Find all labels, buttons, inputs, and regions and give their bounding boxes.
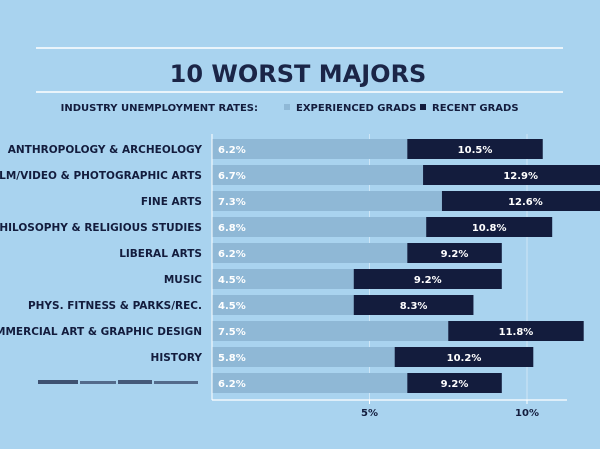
data-label-experienced-5: 4.5% (218, 275, 246, 286)
data-label-recent-6: 8.3% (400, 301, 428, 312)
data-label-recent-2: 12.6% (508, 197, 543, 208)
bars: 6.2% 10.5% 6.7% 12.9% 7.3% 12.6% 6.8% 10.8% 6.2%… (212, 139, 600, 393)
category-label-2: FINE ARTS (141, 196, 202, 208)
category-label-7: COMMERCIAL ART & GRAPHIC DESIGN (0, 326, 202, 338)
x-tick-label-1: 10% (515, 408, 539, 419)
data-label-recent-8: 10.2% (447, 353, 482, 364)
category-label-5: MUSIC (164, 274, 202, 286)
data-label-recent-0: 10.5% (458, 145, 493, 156)
data-label-recent-3: 10.8% (472, 223, 507, 234)
bar-experienced-7 (212, 321, 449, 341)
bar-recent-6 (353, 295, 474, 315)
data-label-experienced-3: 6.8% (218, 223, 246, 234)
data-label-experienced-1: 6.7% (218, 171, 246, 182)
data-label-experienced-2: 7.3% (218, 197, 246, 208)
data-label-experienced-0: 6.2% (218, 145, 246, 156)
data-label-experienced-9: 6.2% (218, 379, 246, 390)
bar-recent-7 (448, 321, 584, 341)
legend-title: INDUSTRY UNEMPLOYMENT RATES: (61, 103, 258, 114)
category-label-3: PHILOSOPHY & RELIGIOUS STUDIES (0, 222, 202, 234)
obscured-category-label (38, 380, 198, 384)
category-label-1: FILM/VIDEO & PHOTOGRAPHIC ARTS (0, 170, 202, 182)
bar-experienced-9 (212, 373, 408, 393)
category-label-0: ANTHROPOLOGY & ARCHEOLOGY (8, 144, 203, 156)
data-label-recent-7: 11.8% (499, 327, 534, 338)
data-label-recent-9: 9.2% (441, 379, 469, 390)
category-label-6: PHYS. FITNESS & PARKS/REC. (28, 300, 202, 312)
bar-recent-8 (394, 347, 534, 367)
category-label-8: HISTORY (151, 352, 203, 364)
bar-recent-2 (441, 191, 600, 211)
bar-recent-4 (407, 243, 502, 263)
bar-experienced-2 (212, 191, 442, 211)
data-label-recent-1: 12.9% (503, 171, 538, 182)
bar-recent-3 (426, 217, 553, 237)
chart-title: 10 WORST MAJORS (170, 60, 427, 88)
data-label-recent-5: 9.2% (414, 275, 442, 286)
data-label-experienced-8: 5.8% (218, 353, 246, 364)
bar-experienced-3 (212, 217, 427, 237)
bar-experienced-0 (212, 139, 408, 159)
data-label-experienced-4: 6.2% (218, 249, 246, 260)
legend-label-recent: RECENT GRADS (432, 103, 519, 114)
bar-recent-0 (407, 139, 543, 159)
bar-experienced-6 (212, 295, 354, 315)
bar-experienced-4 (212, 243, 408, 263)
category-label-4: LIBERAL ARTS (119, 248, 202, 260)
data-label-recent-4: 9.2% (441, 249, 469, 260)
data-label-experienced-7: 7.5% (218, 327, 246, 338)
bar-experienced-8 (212, 347, 395, 367)
category-labels: ANTHROPOLOGY & ARCHEOLOGY FILM/VIDEO & PH… (0, 144, 202, 364)
bar-recent-9 (407, 373, 502, 393)
legend-label-experienced: EXPERIENCED GRADS (296, 103, 416, 114)
data-label-experienced-6: 4.5% (218, 301, 246, 312)
x-tick-label-0: 5% (361, 408, 378, 419)
x-ticks: 5% 10% (361, 400, 539, 419)
bar-recent-5 (353, 269, 502, 289)
legend-swatch-recent (420, 104, 426, 110)
bar-experienced-5 (212, 269, 354, 289)
bar-experienced-1 (212, 165, 424, 185)
bar-recent-1 (423, 165, 600, 185)
legend-swatch-experienced (284, 104, 290, 110)
